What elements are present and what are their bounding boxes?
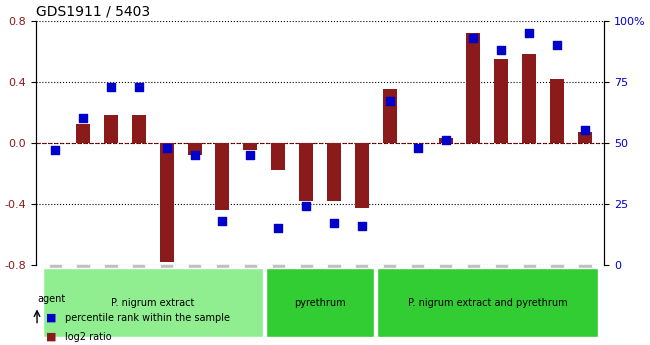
Point	[329, 220, 339, 226]
Bar	[216, 143, 229, 210]
FancyBboxPatch shape	[377, 268, 597, 337]
Point	[580, 128, 590, 133]
Bar	[522, 54, 536, 143]
Point	[468, 35, 478, 41]
Point	[189, 152, 200, 158]
Bar	[439, 138, 452, 143]
Bar	[355, 143, 369, 208]
Point	[217, 218, 228, 224]
Bar	[271, 143, 285, 170]
Bar	[132, 115, 146, 143]
Bar	[578, 132, 592, 143]
Text: P. nigrum extract: P. nigrum extract	[111, 298, 194, 308]
Point	[357, 223, 367, 228]
Bar	[104, 115, 118, 143]
Bar	[383, 89, 396, 143]
Point	[273, 225, 283, 231]
FancyBboxPatch shape	[266, 268, 374, 337]
Point	[78, 116, 88, 121]
Point	[552, 42, 562, 48]
Text: agent: agent	[37, 294, 65, 304]
Point	[245, 152, 255, 158]
Bar	[76, 125, 90, 143]
Text: pyrethrum: pyrethrum	[294, 298, 346, 308]
Point	[106, 84, 116, 89]
Bar	[188, 143, 202, 155]
Bar	[299, 143, 313, 200]
Point	[413, 145, 423, 150]
Text: log2 ratio: log2 ratio	[65, 332, 112, 342]
Text: ■: ■	[46, 332, 56, 342]
Point	[496, 47, 506, 53]
Point	[50, 147, 60, 153]
Bar	[550, 79, 564, 143]
Point	[440, 137, 450, 143]
Bar	[160, 143, 174, 262]
Point	[161, 145, 172, 150]
Text: P. nigrum extract and pyrethrum: P. nigrum extract and pyrethrum	[408, 298, 567, 308]
FancyBboxPatch shape	[43, 268, 263, 337]
Bar	[327, 143, 341, 200]
Text: ■: ■	[46, 313, 56, 323]
Text: GDS1911 / 5403: GDS1911 / 5403	[36, 4, 150, 18]
Point	[301, 203, 311, 209]
Bar	[243, 143, 257, 150]
Point	[385, 98, 395, 104]
Bar	[467, 33, 480, 143]
Text: percentile rank within the sample: percentile rank within the sample	[65, 313, 230, 323]
Point	[134, 84, 144, 89]
Point	[524, 30, 534, 36]
Bar	[495, 59, 508, 143]
